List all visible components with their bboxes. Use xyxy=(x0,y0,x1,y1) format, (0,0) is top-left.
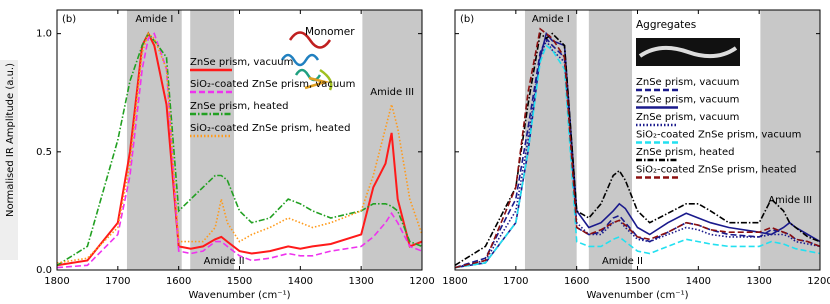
legend-label: SiO₂-coated ZnSe prism, heated xyxy=(190,123,350,134)
x-tick-label: 1700 xyxy=(105,276,130,287)
x-tick-label: 1600 xyxy=(564,276,589,287)
x-tick-label: 1600 xyxy=(166,276,191,287)
band xyxy=(524,10,577,270)
series-line xyxy=(454,38,821,269)
band-label: Amide II xyxy=(204,256,245,267)
band-label: Amide I xyxy=(532,14,570,25)
legend-label: ZnSe prism, vacuum xyxy=(636,112,739,123)
series-line xyxy=(56,32,423,266)
panel-label: (b) xyxy=(460,14,474,25)
inset-label: Monomer xyxy=(305,26,355,38)
y-tick-label: 0.5 xyxy=(36,147,52,158)
band-label: Amide II xyxy=(602,256,643,267)
x-tick-label: 1300 xyxy=(746,276,771,287)
inset-label: Aggregates xyxy=(636,19,696,31)
series-line xyxy=(454,31,821,269)
x-tick-label: 1800 xyxy=(44,276,69,287)
x-tick-label: 1700 xyxy=(503,276,528,287)
x-tick-label: 1400 xyxy=(686,276,711,287)
x-tick-label: 1400 xyxy=(288,276,313,287)
y-tick-label: 0.0 xyxy=(36,265,52,276)
band xyxy=(190,10,235,270)
x-tick-label: 1200 xyxy=(807,276,830,287)
legend-label: ZnSe prism, heated xyxy=(636,147,734,158)
aggregates-image xyxy=(636,38,740,66)
legend-label: ZnSe prism, vacuum xyxy=(636,95,739,106)
x-tick-label: 1500 xyxy=(625,276,650,287)
band xyxy=(760,10,820,270)
band-label: Amide III xyxy=(768,195,812,206)
legend-label: SiO₂-coated ZnSe prism, vacuum xyxy=(190,79,355,90)
x-axis-label: Wavenumber (cm⁻¹) xyxy=(189,290,291,301)
legend-label: ZnSe prism, vacuum xyxy=(636,77,739,88)
legend-label: SiO₂-coated ZnSe prism, heated xyxy=(636,165,796,176)
x-tick-label: 1500 xyxy=(227,276,252,287)
legend-label: ZnSe prism, heated xyxy=(190,101,288,112)
x-axis-label: Wavenumber (cm⁻¹) xyxy=(587,290,689,301)
band-label: Amide III xyxy=(370,87,414,98)
series-line xyxy=(56,32,423,269)
monomer-image xyxy=(280,31,333,91)
band-label: Amide I xyxy=(135,14,173,25)
series-line xyxy=(454,32,821,266)
legend-label: SiO₂-coated ZnSe prism, vacuum xyxy=(636,130,801,141)
legend-label: ZnSe prism, vacuum xyxy=(190,57,293,68)
series-line xyxy=(454,44,821,269)
x-tick-label: 1200 xyxy=(409,276,434,287)
panel-label: (b) xyxy=(62,14,76,25)
y-axis-label: Normalised IR Amplitude (a.u.) xyxy=(5,63,16,217)
label-backdrop xyxy=(0,60,18,260)
plot-frame xyxy=(56,9,423,271)
series-line xyxy=(56,32,423,264)
x-tick-label: 1300 xyxy=(348,276,373,287)
x-tick-label: 1800 xyxy=(442,276,467,287)
band xyxy=(588,10,633,270)
plot-frame xyxy=(454,9,821,271)
series-line xyxy=(454,27,821,269)
y-tick-label: 1.0 xyxy=(36,29,52,40)
